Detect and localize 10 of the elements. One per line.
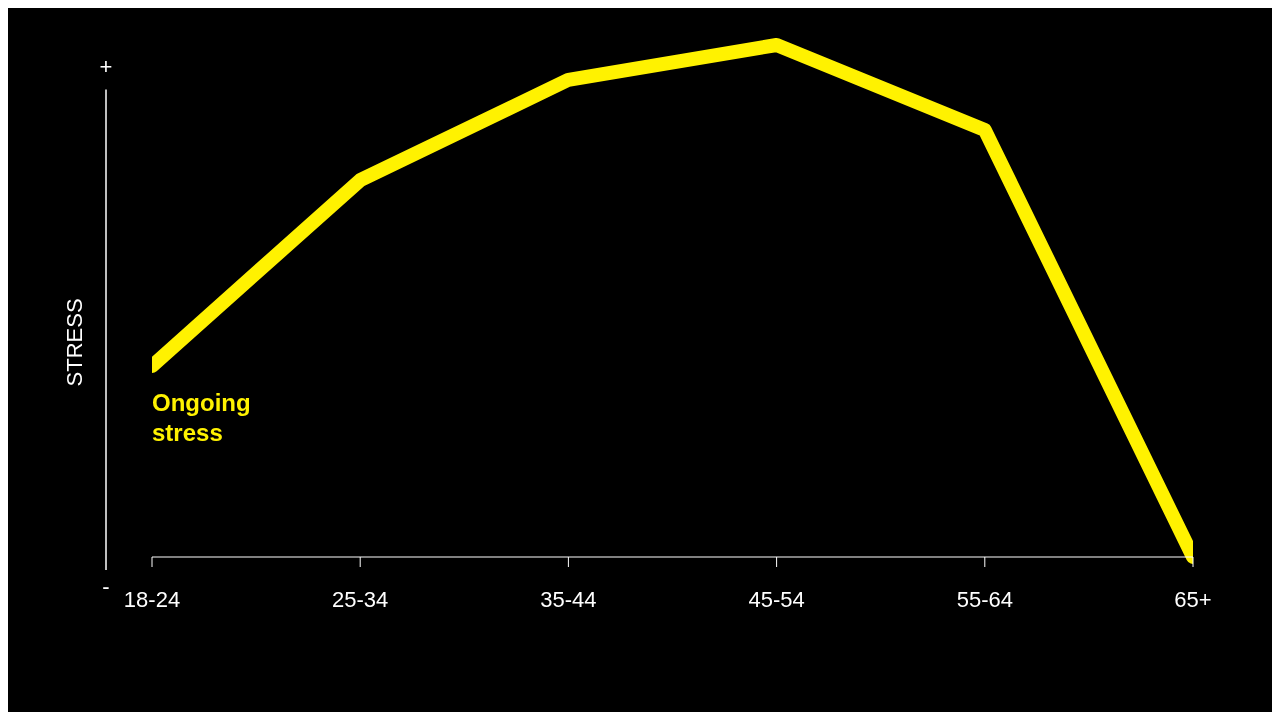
y-axis-title: STRESS xyxy=(62,298,87,387)
x-tick-label: 55-64 xyxy=(956,586,1013,612)
x-tick-label: 18-24 xyxy=(123,586,181,612)
annotation: Ongoing stress xyxy=(152,389,251,447)
text: - xyxy=(102,574,110,600)
x-tick-label: 35-44 xyxy=(540,586,597,612)
text: + xyxy=(99,53,113,79)
x-tick-label: 25-34 xyxy=(332,586,389,612)
x-tick-label: 65+ xyxy=(1174,586,1212,612)
x-tick-label: 45-54 xyxy=(748,586,805,612)
